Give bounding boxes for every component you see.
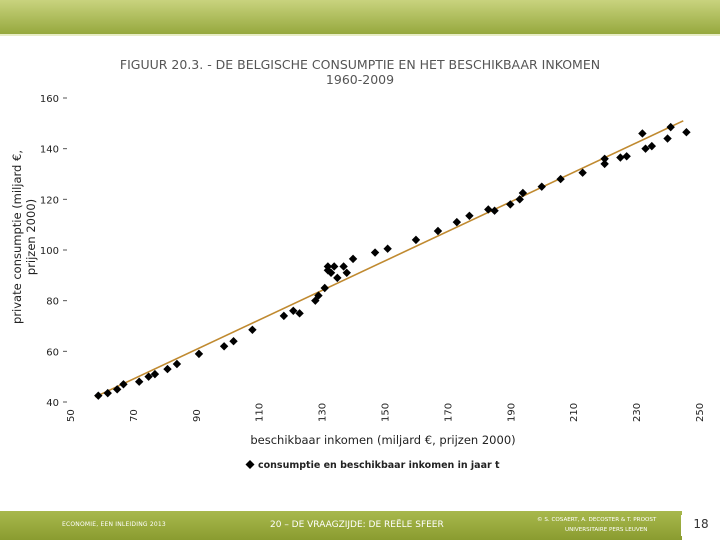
data-point (320, 283, 329, 293)
data-point (326, 268, 336, 277)
data-point (289, 306, 298, 315)
data-point (279, 311, 289, 321)
y-tick-label: 120 (40, 195, 59, 206)
data-point (663, 134, 672, 143)
data-point (506, 200, 515, 209)
chart-title: FIGUUR 20.3. - DE BELGISCHE CONSUMPTIE E… (120, 57, 600, 72)
data-point (370, 248, 380, 257)
data-point (638, 129, 647, 138)
header-band (0, 0, 720, 36)
x-tick-label: 210 (569, 403, 580, 422)
footer-book-title: ECONOMIE, EEN INLEIDING 2013 (62, 521, 166, 528)
data-point (433, 226, 443, 236)
data-point (622, 152, 631, 161)
data-point (383, 244, 392, 253)
data-point (119, 380, 128, 389)
data-point (556, 174, 565, 184)
x-tick-label: 110 (255, 403, 266, 422)
data-point (452, 217, 462, 227)
x-tick-label: 90 (192, 409, 203, 422)
data-point (484, 205, 493, 214)
footer-bar: ECONOMIE, EEN INLEIDING 2013 20 – DE VRA… (0, 511, 720, 540)
data-point (411, 235, 421, 245)
data-point (515, 195, 524, 204)
data-point (144, 372, 153, 381)
data-point (339, 262, 348, 271)
y-tick-label: 140 (40, 145, 59, 156)
data-point (248, 325, 257, 334)
data-point (537, 182, 546, 191)
x-tick-label: 170 (443, 403, 454, 422)
data-point (666, 122, 675, 132)
legend-marker-icon (245, 460, 255, 469)
data-point (647, 141, 657, 151)
scatter-chart: FIGUUR 20.3. - DE BELGISCHE CONSUMPTIE E… (10, 57, 706, 471)
data-point (600, 154, 609, 163)
data-point (112, 385, 122, 394)
x-axis-label: beschikbaar inkomen (miljard €, prijzen … (250, 433, 515, 447)
data-point (94, 391, 103, 400)
data-point (490, 206, 499, 215)
chart-subtitle: 1960-2009 (326, 72, 394, 87)
data-point (194, 349, 204, 359)
data-point (163, 364, 172, 374)
x-tick-label: 50 (66, 409, 77, 422)
x-axis-ticks: 50 70 90 110 130 150 170 190 210 230 250 (66, 403, 706, 422)
y-axis-label-line1: private consumptie (miljard €, (10, 150, 24, 324)
data-point (578, 168, 587, 177)
y-tick-label: 40 (46, 398, 59, 409)
data-point (172, 359, 182, 369)
data-points (94, 122, 691, 400)
data-point (103, 388, 112, 398)
data-point (348, 254, 358, 264)
y-tick-label: 80 (46, 297, 59, 308)
data-point (616, 153, 625, 162)
data-point (229, 337, 238, 346)
footer-divider (681, 515, 682, 536)
y-tick-label: 100 (40, 246, 59, 257)
x-tick-label: 70 (129, 409, 140, 422)
data-point (134, 377, 144, 386)
data-point (329, 262, 339, 271)
data-point (342, 268, 351, 277)
x-tick-label: 150 (381, 403, 392, 422)
y-tick-label: 60 (46, 347, 59, 358)
x-tick-label: 130 (318, 403, 329, 422)
x-tick-label: 190 (506, 403, 517, 422)
footer-publisher: UNIVERSITAIRE PERS LEUVEN (565, 527, 648, 533)
y-tick-label: 160 (40, 94, 59, 105)
data-point (219, 342, 229, 351)
x-tick-label: 250 (695, 403, 706, 422)
data-point (518, 188, 528, 198)
y-axis-label-line2: prijzen 2000) (24, 199, 38, 275)
data-point (323, 262, 333, 271)
trendline (94, 120, 684, 398)
x-tick-label: 230 (632, 403, 643, 422)
y-axis-ticks: 40 60 80 100 120 140 160 (40, 94, 67, 409)
trendline-layer (94, 120, 684, 398)
footer-chapter-title: 20 – DE VRAAGZIJDE: DE REËLE SFEER (270, 520, 444, 530)
data-point (150, 369, 160, 379)
data-point (682, 128, 691, 137)
footer-copyright: © S. COSAERT, A. DECOSTER & T. PROOST (537, 517, 657, 523)
data-point (465, 211, 474, 220)
data-point (600, 159, 609, 169)
page-number: 18 (682, 511, 720, 540)
data-point (641, 144, 650, 153)
legend-label: consumptie en beschikbaar inkomen in jaa… (258, 460, 500, 471)
data-point (314, 291, 323, 300)
data-point (295, 309, 304, 318)
data-point (333, 273, 342, 283)
